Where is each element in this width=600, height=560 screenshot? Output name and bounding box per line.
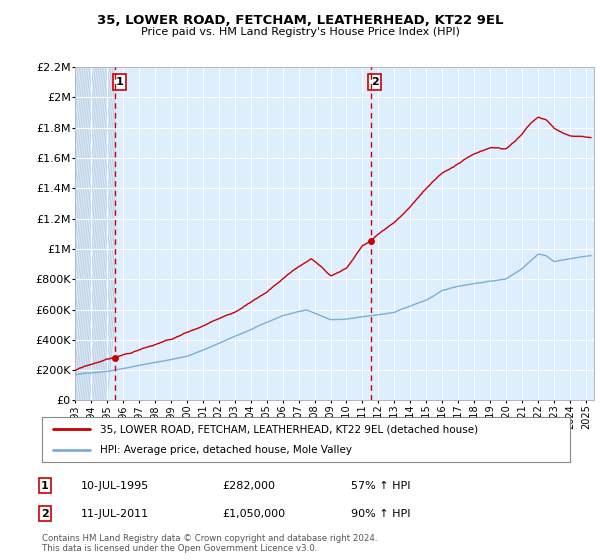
Text: HPI: Average price, detached house, Mole Valley: HPI: Average price, detached house, Mole… — [100, 445, 352, 455]
Text: 57% ↑ HPI: 57% ↑ HPI — [351, 480, 410, 491]
Text: 1: 1 — [115, 77, 123, 87]
Text: 35, LOWER ROAD, FETCHAM, LEATHERHEAD, KT22 9EL: 35, LOWER ROAD, FETCHAM, LEATHERHEAD, KT… — [97, 14, 503, 27]
Text: 2: 2 — [41, 508, 49, 519]
Text: 90% ↑ HPI: 90% ↑ HPI — [351, 508, 410, 519]
Text: 10-JUL-1995: 10-JUL-1995 — [81, 480, 149, 491]
Text: Contains HM Land Registry data © Crown copyright and database right 2024.
This d: Contains HM Land Registry data © Crown c… — [42, 534, 377, 553]
Text: 11-JUL-2011: 11-JUL-2011 — [81, 508, 149, 519]
Text: £282,000: £282,000 — [222, 480, 275, 491]
Text: £1,050,000: £1,050,000 — [222, 508, 285, 519]
Bar — [75, 67, 115, 400]
Text: 1: 1 — [41, 480, 49, 491]
Text: 2: 2 — [371, 77, 379, 87]
Text: 35, LOWER ROAD, FETCHAM, LEATHERHEAD, KT22 9EL (detached house): 35, LOWER ROAD, FETCHAM, LEATHERHEAD, KT… — [100, 424, 478, 435]
Text: Price paid vs. HM Land Registry's House Price Index (HPI): Price paid vs. HM Land Registry's House … — [140, 27, 460, 37]
